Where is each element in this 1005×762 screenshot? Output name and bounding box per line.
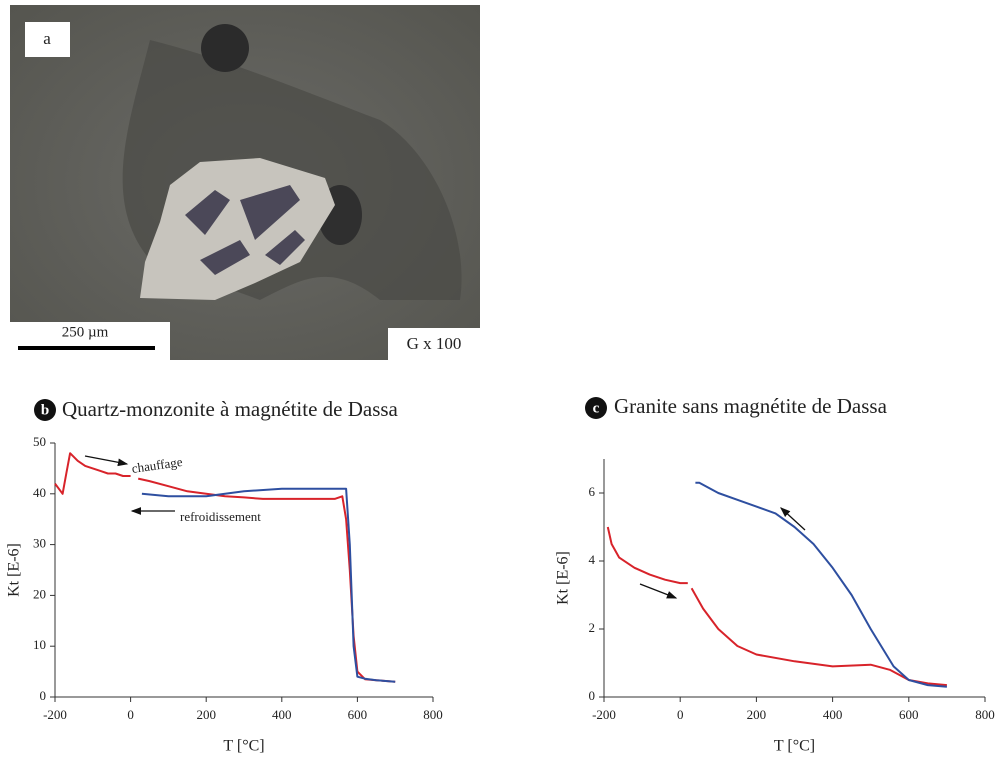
panel-label: a [43,29,51,48]
magnification: G x 100 [407,334,462,353]
y-tick-label: 0 [589,688,596,703]
micrograph: a 250 µm G x 100 [10,5,480,360]
chart-title: Quartz-monzonite à magnétite de Dassa [62,397,399,421]
y-tick-label: 2 [589,620,596,635]
arrow [780,507,806,531]
annotation: refroidissement [180,509,261,524]
x-tick-label: 600 [348,707,368,722]
y-tick-label: 50 [33,434,46,449]
scale-label: 250 µm [62,324,109,340]
x-tick-label: 200 [747,707,767,722]
data-line [606,526,947,687]
arrows [84,455,806,599]
y-tick-label: 40 [33,485,46,500]
y-tick-label: 10 [33,637,46,652]
x-tick-label: 0 [677,707,684,722]
arrow [639,583,678,599]
x-tick-label: 200 [196,707,216,722]
y-tick-label: 20 [33,586,46,601]
x-tick-label: -200 [592,707,616,722]
arrow [84,455,129,467]
y-tick-label: 0 [40,688,47,703]
y-tick-label: 30 [33,536,46,551]
x-tick-label: -200 [43,707,67,722]
panel-label: c [593,400,600,416]
panel-badge [585,397,607,419]
data-line [695,481,947,688]
y-tick-label: 4 [589,552,596,567]
data-line [54,452,396,683]
x-axis-label: T [°C] [774,738,815,755]
x-tick-label: 0 [127,707,134,722]
y-tick-label: 6 [589,484,596,499]
x-tick-label: 800 [423,707,443,722]
mag-box [388,328,480,360]
x-tick-label: 400 [272,707,292,722]
x-tick-label: 400 [823,707,843,722]
annotation: chauffage [131,454,184,476]
dark-grain [201,24,249,72]
x-axis-label: T [°C] [223,738,264,755]
x-tick-label: 800 [975,707,995,722]
x-tick-label: 600 [899,707,919,722]
y-axis-label: Kt [E-6] [6,543,23,597]
chart-title: Granite sans magnétite de Dassa [614,394,888,418]
inclusion [185,185,305,275]
scale-box [10,322,170,360]
y-axis-label: Kt [E-6] [555,551,572,605]
panel-badge [34,399,56,421]
label-box [25,22,70,57]
data-line [141,487,396,683]
panel-label: b [41,402,49,418]
